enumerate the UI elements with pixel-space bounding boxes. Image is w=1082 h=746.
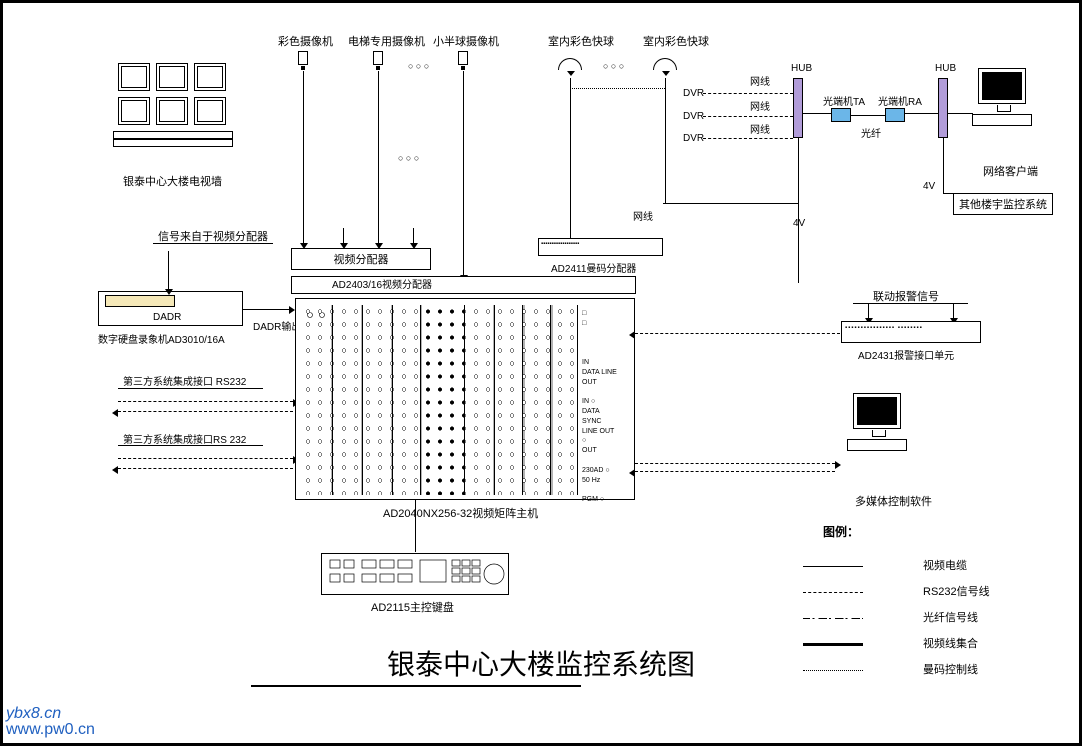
- conn-line: [665, 78, 666, 203]
- netline-label: 网线: [633, 208, 653, 223]
- fiber-line: [851, 115, 885, 116]
- signal-src-label: 信号来自于视频分配器: [158, 228, 268, 244]
- third-party-2-label: 第三方系统集成接口RS 232: [123, 431, 246, 446]
- netline-label: 网线: [750, 73, 770, 88]
- alarm-unit-label: AD2431报警接口单元: [858, 347, 954, 362]
- pc-client-icon: [978, 68, 1032, 126]
- netline-label: 网线: [750, 98, 770, 113]
- keyboard-box: [321, 553, 509, 595]
- optical-ra-label: 光端机RA: [878, 93, 922, 108]
- arrow: [243, 309, 289, 310]
- other-building-box: 其他楼宇监控系统: [953, 193, 1053, 215]
- dvr-line: [703, 116, 793, 117]
- dvr-label: DVR: [683, 88, 704, 99]
- conn-line: [948, 113, 973, 114]
- camera-icon: [458, 51, 468, 65]
- underline: [153, 243, 273, 244]
- underline: [853, 303, 968, 304]
- dvr-line: [703, 93, 793, 94]
- conn-line: [415, 500, 416, 552]
- arrow-dashed: [635, 333, 840, 334]
- keyboard-label: AD2115主控键盘: [371, 599, 454, 615]
- ellipsis: ○ ○ ○: [408, 61, 429, 71]
- arrow: [413, 228, 414, 243]
- ellipsis: ○ ○ ○: [398, 153, 419, 163]
- code-dist-label: AD2411曼码分配器: [551, 260, 636, 275]
- underline: [118, 388, 263, 389]
- dadr-box: DADR: [98, 291, 243, 326]
- cam-label-3: 小半球摄像机: [433, 33, 499, 49]
- optical-icon: [885, 108, 905, 122]
- cam-label-4: 室内彩色快球: [548, 33, 614, 49]
- optical-ta-label: 光端机TA: [823, 93, 865, 108]
- conn-line: [463, 71, 464, 271]
- arrow-dashed: [118, 458, 293, 459]
- conn-line: [570, 78, 571, 238]
- cam-label-1: 彩色摄像机: [278, 33, 333, 49]
- video-dist-box: 视频分配器: [291, 248, 431, 270]
- net-client-label: 网络客户端: [983, 163, 1038, 179]
- camera-icon: [373, 51, 383, 65]
- hub-label: HUB: [935, 63, 956, 74]
- multimedia-label: 多媒体控制软件: [855, 493, 932, 509]
- fiber-label: 光纤: [861, 125, 881, 140]
- conn-line: [943, 193, 953, 194]
- cam-label-5: 室内彩色快球: [643, 33, 709, 49]
- multimedia-pc-icon: [853, 393, 907, 451]
- camera-icon: [298, 51, 308, 65]
- arrow-dashed: [118, 401, 293, 402]
- hub-label: HUB: [791, 63, 812, 74]
- arrow: [868, 303, 869, 318]
- matrix-host: □□INDATA LINEOUTIN ○DATA SYNCLINE OUT ○O…: [295, 298, 635, 500]
- dvr-line: [703, 138, 793, 139]
- four-v-label: 4V: [923, 181, 935, 192]
- alarm-signal-label: 联动报警信号: [873, 288, 939, 304]
- arrow: [378, 223, 379, 243]
- dvr-label: DVR: [683, 133, 704, 144]
- arrow: [168, 251, 169, 289]
- dome-camera-icon: [653, 58, 677, 70]
- arrow: [303, 223, 304, 243]
- dvr-device-label: 数字硬盘录象机AD3010/16A: [98, 331, 225, 346]
- conn-line: [803, 113, 831, 114]
- legend-block: 视频电缆 RS232信号线 光纤信号线 视频线集合 曼码控制线: [803, 553, 990, 683]
- watermark-2: www.pw0.cn: [6, 721, 95, 739]
- video-dist-model: AD2403/16视频分配器: [291, 276, 636, 294]
- dome-camera-icon: [558, 58, 582, 70]
- arrow-dashed: [118, 468, 293, 469]
- arrow: [463, 263, 464, 275]
- four-v-label: 4V: [793, 218, 805, 229]
- conn-line: [303, 71, 304, 223]
- legend-title: 图例：: [823, 523, 859, 540]
- tv-wall-base: [113, 139, 233, 147]
- title-underline: [251, 685, 581, 687]
- tv-wall-base: [113, 131, 233, 139]
- arrow: [953, 303, 954, 318]
- underline: [118, 445, 263, 446]
- optical-icon: [831, 108, 851, 122]
- conn-line: [798, 138, 799, 283]
- hub-icon: [938, 78, 948, 138]
- arrow-dashed: [635, 463, 835, 464]
- tv-wall-label: 银泰中心大楼电视墙: [123, 173, 222, 189]
- third-party-1-label: 第三方系统集成接口 RS232: [123, 373, 246, 388]
- dvr-label: DVR: [683, 111, 704, 122]
- conn-line: [943, 138, 944, 193]
- matrix-label: AD2040NX256-32视频矩阵主机: [383, 505, 538, 521]
- arrow: [343, 228, 344, 243]
- code-dist-device: ▪▪▪▪▪▪▪▪▪▪▪▪▪▪▪▪▪▪: [538, 238, 663, 256]
- arrow-dashed: [635, 471, 835, 472]
- ellipsis: ○ ○ ○: [603, 61, 624, 71]
- cam-label-2: 电梯专用摄像机: [348, 33, 425, 49]
- conn-dotted: [570, 88, 665, 89]
- conn-line: [378, 71, 379, 223]
- arrow-dashed: [118, 411, 293, 412]
- hub-icon: [793, 78, 803, 138]
- conn-line: [663, 203, 798, 204]
- conn-line: [905, 113, 938, 114]
- netline-label: 网线: [750, 121, 770, 136]
- alarm-unit-device: ▪▪▪▪▪▪▪▪▪▪▪▪▪▪▪▪ ▪▪▪▪▪▪▪▪: [841, 321, 981, 343]
